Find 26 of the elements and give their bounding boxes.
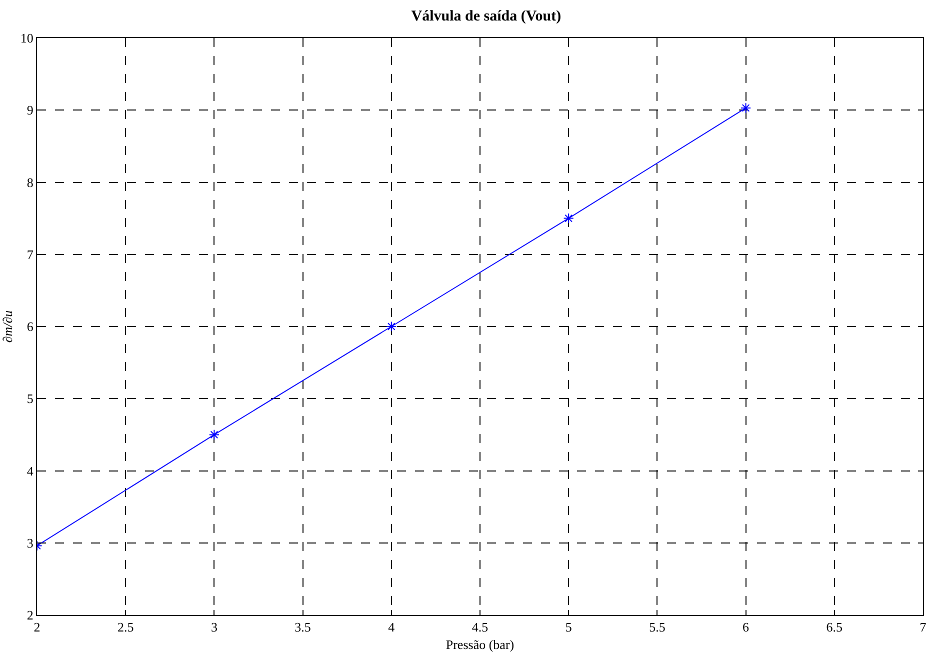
y-tick-label: 10 (20, 30, 34, 46)
x-tick-label: 3.5 (294, 620, 311, 635)
y-tick-label: 4 (26, 463, 34, 478)
x-axis-title: Pressão (bar) (446, 637, 514, 652)
y-tick-label: 6 (26, 319, 34, 334)
chart-title: Válvula de saída (Vout) (411, 8, 562, 24)
point (386, 321, 397, 332)
point (563, 213, 574, 224)
x-tick-label: 3 (210, 620, 218, 635)
x-tick-label: 7 (920, 620, 927, 635)
x-tick-label: 6.5 (826, 620, 843, 635)
y-tick-label: 7 (26, 246, 34, 262)
x-tick-label: 2.5 (117, 620, 134, 635)
y-tick-label: 5 (26, 391, 34, 406)
x-tick-label: 6 (742, 620, 750, 635)
y-tick-label: 8 (26, 174, 34, 190)
x-tick-label: 5 (565, 620, 572, 635)
point (740, 102, 752, 114)
y-tick-label: 3 (26, 535, 34, 550)
x-tick-label: 4.5 (472, 620, 488, 635)
x-tick-label: 5.5 (649, 620, 666, 635)
x-tick-label: 4 (388, 620, 396, 635)
point (208, 429, 220, 440)
y-axis-title: ∂m/∂u (0, 310, 15, 343)
y-tick-label: 2 (26, 608, 34, 623)
y-tick-label: 9 (26, 102, 34, 118)
